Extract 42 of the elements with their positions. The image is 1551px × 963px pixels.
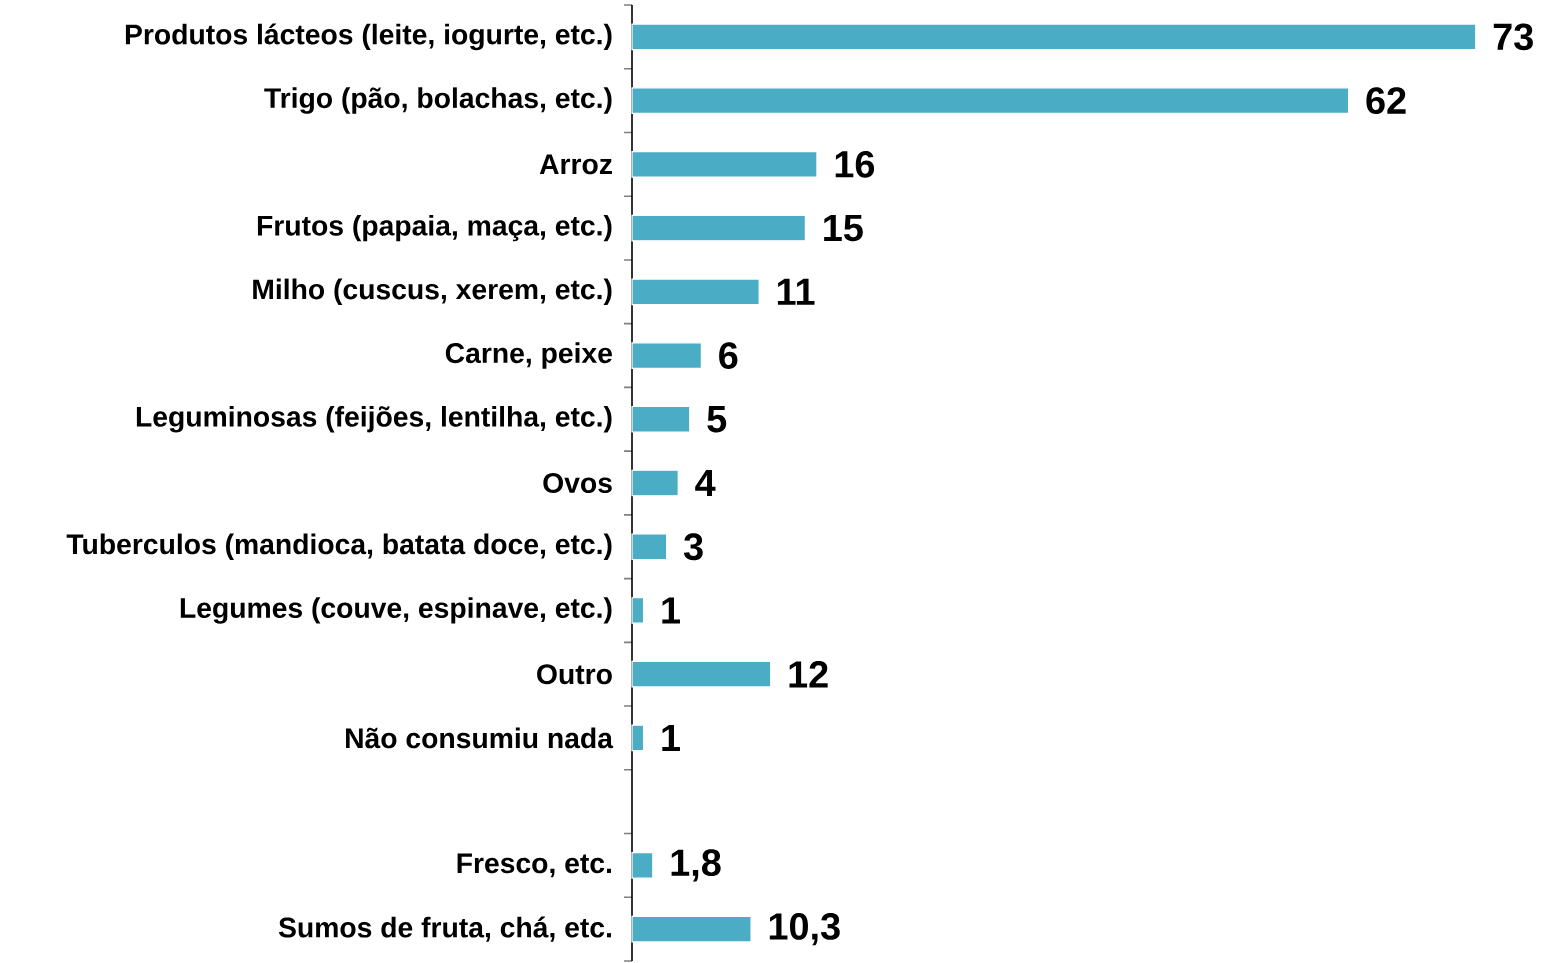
bar xyxy=(631,724,645,752)
bar xyxy=(631,278,760,306)
data-label: 16 xyxy=(835,150,875,178)
y-tick-label: Frutos (papaia, maça, etc.) xyxy=(257,214,612,242)
y-tick-label: Leguminosas (feijões, lentilha, etc.) xyxy=(136,406,612,433)
y-tick-label: Outro xyxy=(537,664,612,685)
bar xyxy=(631,214,806,242)
bar xyxy=(631,150,818,178)
bar xyxy=(631,660,772,688)
data-label: 3 xyxy=(683,533,703,561)
y-tick-label: Não consumiu nada xyxy=(346,727,614,749)
y-tick-label: Tuberculos (mandioca, batata doce, etc.) xyxy=(66,533,612,560)
bar xyxy=(631,597,645,624)
data-label: 1 xyxy=(662,724,680,751)
bar xyxy=(631,852,654,879)
data-label: 10,3 xyxy=(769,912,840,946)
y-tick-label: Fresco, etc. xyxy=(457,853,611,878)
bar xyxy=(631,342,702,369)
data-label: 1,8 xyxy=(671,849,721,882)
bar xyxy=(631,23,1477,51)
bar xyxy=(631,915,752,943)
bar xyxy=(631,469,679,497)
data-label: 1 xyxy=(662,597,680,624)
y-tick-label: Trigo (pão, bolachas, etc.) xyxy=(264,87,612,114)
data-label: 62 xyxy=(1366,87,1406,115)
y-tick-label: Legumes (couve, espinave, etc.) xyxy=(180,597,612,624)
data-label: 15 xyxy=(824,214,863,242)
y-tick-label: Arroz xyxy=(539,154,612,175)
data-label: 4 xyxy=(695,470,716,497)
data-label: 73 xyxy=(1493,23,1533,51)
y-tick-label: Sumos de fruta, chá, etc. xyxy=(278,916,611,942)
data-label: 11 xyxy=(777,278,815,305)
data-label: 6 xyxy=(719,342,738,369)
data-label: 5 xyxy=(707,406,727,433)
bar xyxy=(631,533,668,561)
bar xyxy=(631,405,691,433)
y-tick-label: Produtos lácteos (leite, iogurte, etc.) xyxy=(125,23,612,51)
data-label: 12 xyxy=(789,660,828,688)
y-tick-label: Ovos xyxy=(543,472,612,494)
y-tick-label: Milho (cuscus, xerem, etc.) xyxy=(253,278,612,305)
bar xyxy=(631,87,1350,114)
y-tick-label: Carne, peixe xyxy=(445,342,612,369)
